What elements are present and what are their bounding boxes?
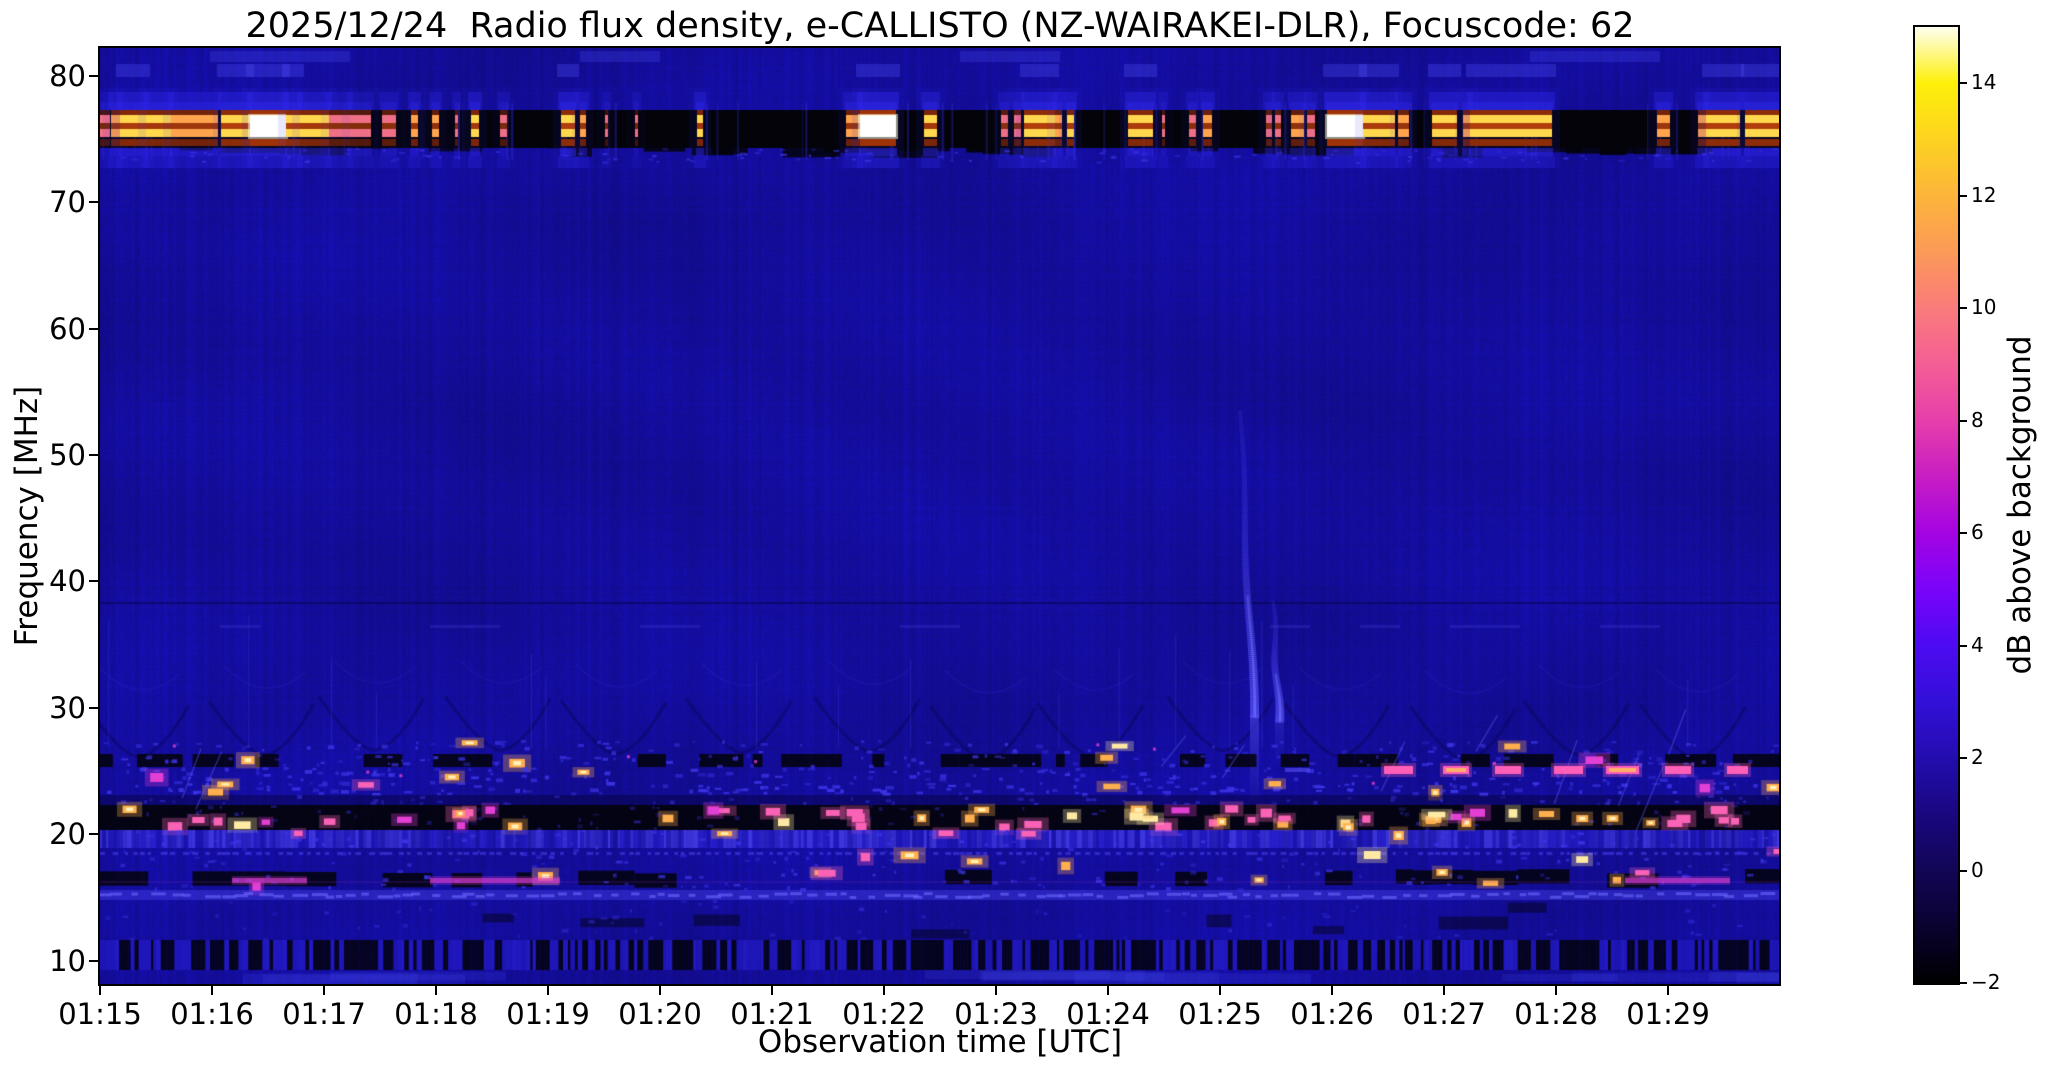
x-tick-label: 01:18: [394, 997, 478, 1031]
colorbar-tick-mark: [1960, 757, 1967, 760]
x-tick-mark: [659, 986, 661, 995]
x-tick-mark: [211, 986, 213, 995]
colorbar-tick-label: 0: [1971, 857, 1984, 882]
x-tick-label: 01:27: [1402, 997, 1486, 1031]
y-tick-mark: [89, 706, 98, 709]
x-axis-label: Observation time [UTC]: [757, 1024, 1123, 1060]
colorbar-tick-mark: [1960, 419, 1967, 422]
colorbar-tick-mark: [1960, 532, 1967, 535]
x-tick-mark: [1555, 986, 1557, 995]
colorbar-frame: [1913, 25, 1960, 985]
spectrogram-canvas: [100, 48, 1779, 984]
colorbar-tick-label: 14: [1971, 70, 1997, 95]
colorbar-tick-mark: [1960, 982, 1967, 984]
colorbar-tick-mark: [1960, 307, 1967, 310]
x-tick-mark: [99, 986, 101, 995]
x-tick-label: 01:19: [506, 997, 590, 1031]
colorbar-tick-mark: [1960, 644, 1967, 647]
x-tick-mark: [1443, 986, 1445, 995]
colorbar-tick-label: 10: [1971, 295, 1997, 320]
x-tick-mark: [547, 986, 549, 995]
chart-title: 2025/12/24 Radio flux density, e-CALLIST…: [245, 6, 1635, 46]
x-tick-mark: [883, 986, 885, 995]
x-tick-mark: [1107, 986, 1109, 995]
colorbar-tick-mark: [1960, 869, 1967, 872]
x-tick-mark: [1667, 986, 1669, 995]
x-tick-label: 01:22: [842, 997, 926, 1031]
y-axis-label: Frequency [MHz]: [9, 385, 45, 647]
colorbar-tick-mark: [1960, 82, 1967, 85]
x-tick-label: 01:16: [170, 997, 254, 1031]
x-tick-label: 01:21: [730, 997, 814, 1031]
y-tick-label: 60: [49, 311, 86, 346]
plot-frame: [98, 46, 1781, 986]
x-tick-label: 01:24: [1066, 997, 1150, 1031]
colorbar-tick-label: 4: [1971, 632, 1984, 657]
x-tick-label: 01:28: [1514, 997, 1598, 1031]
y-tick-mark: [89, 201, 98, 204]
y-tick-mark: [89, 580, 98, 583]
colorbar-tick-label: −2: [1971, 970, 2001, 994]
x-tick-label: 01:20: [618, 997, 702, 1031]
y-tick-label: 70: [49, 185, 86, 220]
x-tick-mark: [995, 986, 997, 995]
x-tick-label: 01:25: [1178, 997, 1262, 1031]
colorbar-tick-label: 6: [1971, 520, 1984, 545]
colorbar-label: dB above background: [2002, 335, 2038, 675]
x-tick-mark: [323, 986, 325, 995]
y-tick-label: 10: [49, 943, 86, 978]
y-tick-mark: [89, 327, 98, 330]
y-tick-label: 40: [49, 564, 86, 599]
y-tick-label: 80: [49, 58, 86, 93]
y-tick-label: 30: [49, 690, 86, 725]
x-tick-mark: [771, 986, 773, 995]
x-tick-mark: [435, 986, 437, 995]
y-tick-label: 20: [49, 817, 86, 852]
x-tick-label: 01:23: [954, 997, 1038, 1031]
colorbar-tick-label: 8: [1971, 407, 1984, 432]
x-tick-label: 01:17: [282, 997, 366, 1031]
x-tick-label: 01:15: [58, 997, 142, 1031]
colorbar-tick-label: 2: [1971, 745, 1984, 770]
y-tick-mark: [89, 454, 98, 456]
y-tick-mark: [89, 833, 98, 836]
colorbar-tick-mark: [1960, 194, 1967, 197]
colorbar-canvas: [1915, 27, 1958, 983]
y-tick-label: 50: [49, 438, 86, 472]
y-tick-mark: [89, 959, 98, 962]
x-tick-mark: [1219, 986, 1221, 995]
colorbar-tick-label: 12: [1971, 182, 1997, 207]
x-tick-label: 01:26: [1290, 997, 1374, 1031]
y-tick-mark: [89, 74, 98, 77]
x-tick-label: 01:29: [1626, 997, 1710, 1031]
x-tick-mark: [1331, 986, 1333, 995]
